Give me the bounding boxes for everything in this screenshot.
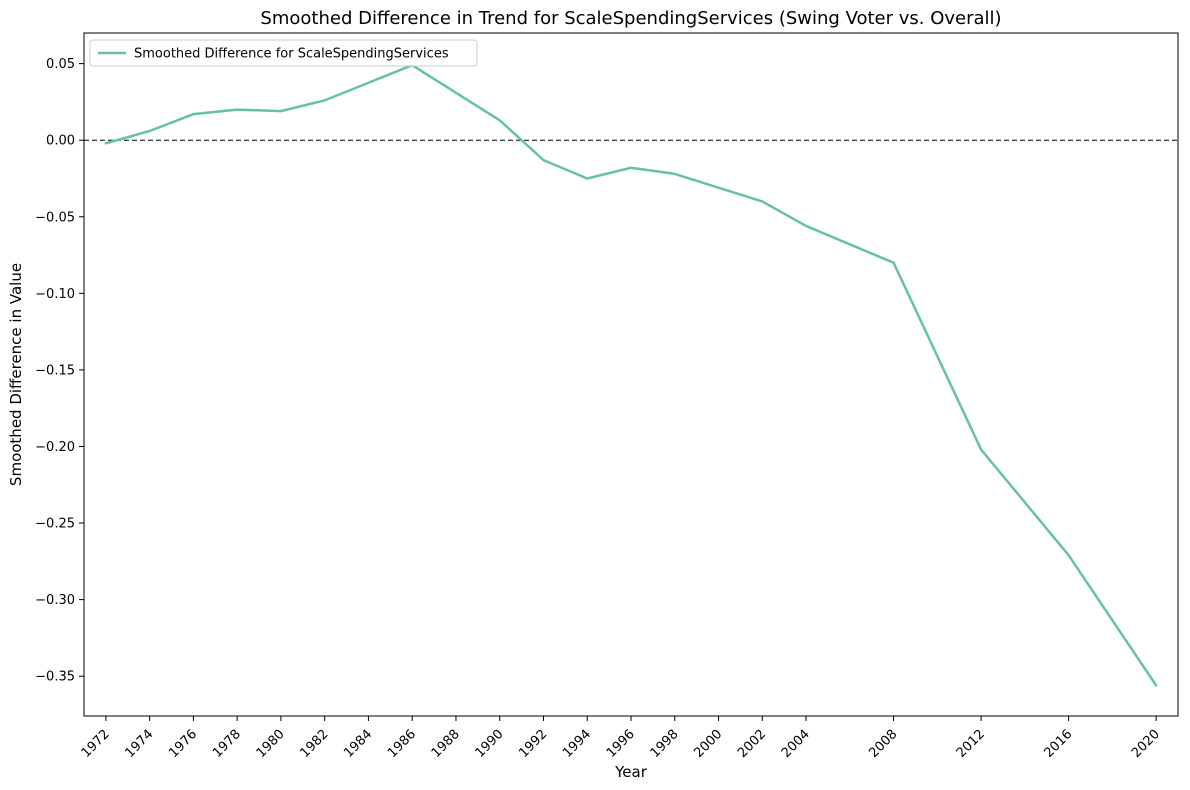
plot-frame xyxy=(83,32,1179,717)
x-tick-label: 1972 xyxy=(79,727,113,761)
x-tick-label: 1974 xyxy=(122,727,156,761)
y-tick-label: −0.35 xyxy=(35,670,75,685)
y-tick-label: −0.25 xyxy=(35,517,75,532)
y-axis-ticks: 0.05 0.00 −0.05 −0.10 −0.15 −0.20 −0.25 −0.30 −0… xyxy=(35,57,84,685)
legend: Smoothed Difference for ScaleSpendingSer… xyxy=(89,39,478,67)
series-layer xyxy=(104,63,1158,687)
x-tick-label: 1992 xyxy=(516,727,550,761)
x-tick-label: 2000 xyxy=(691,727,725,761)
x-tick-label: 1976 xyxy=(166,727,200,761)
chart-title: Smoothed Difference in Trend for ScaleSp… xyxy=(260,8,1001,29)
x-tick-label: 1988 xyxy=(429,727,463,761)
x-tick-label: 1980 xyxy=(254,727,288,761)
x-tick-label: 1990 xyxy=(473,727,507,761)
y-tick-label: −0.10 xyxy=(35,287,75,302)
y-axis-label: Smoothed Difference in Value xyxy=(7,263,25,486)
x-tick-label: 2004 xyxy=(779,727,813,761)
x-tick-label: 1982 xyxy=(298,727,332,761)
x-tick-label: 1998 xyxy=(648,727,682,761)
legend-entry: Smoothed Difference for ScaleSpendingSer… xyxy=(134,47,449,62)
series-line xyxy=(104,63,1158,687)
y-tick-label: −0.30 xyxy=(35,593,75,608)
y-tick-label: 0.05 xyxy=(46,57,75,72)
x-tick-label: 2012 xyxy=(954,727,988,761)
x-tick-label: 2002 xyxy=(735,727,769,761)
x-tick-label: 2020 xyxy=(1129,727,1163,761)
y-tick-label: −0.15 xyxy=(35,363,75,378)
y-tick-label: 0.00 xyxy=(46,134,75,149)
y-tick-label: −0.20 xyxy=(35,440,75,455)
x-axis-label: Year xyxy=(614,763,648,781)
y-tick-label: −0.05 xyxy=(35,210,75,225)
x-tick-label: 1984 xyxy=(341,727,375,761)
x-tick-label: 1986 xyxy=(385,727,419,761)
x-tick-label: 2008 xyxy=(866,727,900,761)
x-axis-ticks: 1972 1974 1976 1978 1980 1982 1984 1986 1988 1990… xyxy=(79,716,1163,761)
x-tick-label: 1978 xyxy=(210,727,244,761)
x-tick-label: 1994 xyxy=(560,727,594,761)
legend-box xyxy=(89,39,478,67)
x-tick-label: 2016 xyxy=(1041,727,1075,761)
x-tick-label: 1996 xyxy=(604,727,638,761)
